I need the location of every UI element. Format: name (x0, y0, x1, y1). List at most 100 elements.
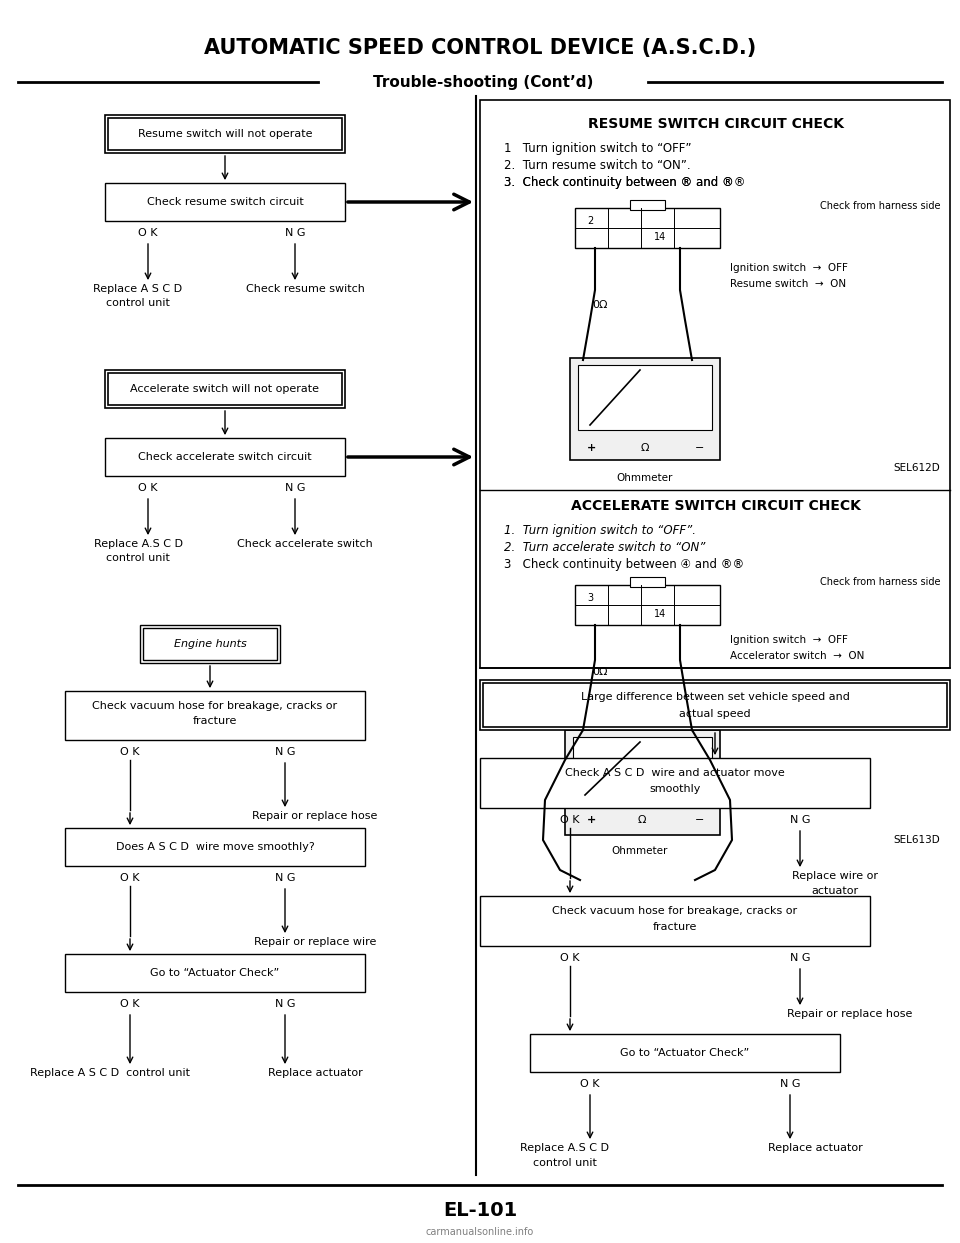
Text: control unit: control unit (106, 553, 170, 563)
Text: 14: 14 (654, 232, 666, 242)
Text: carmanualsonline.info: carmanualsonline.info (426, 1227, 534, 1237)
Text: Accelerate switch will not operate: Accelerate switch will not operate (131, 384, 320, 394)
Text: N G: N G (275, 747, 296, 757)
Bar (483, 682, 947, 727)
Text: Check vacuum hose for breakage, cracks or: Check vacuum hose for breakage, cracks o… (92, 701, 338, 711)
Bar (630, 200, 665, 210)
Text: Replace A.S C D: Replace A.S C D (93, 539, 182, 549)
Text: +: + (588, 815, 596, 825)
Text: 0Ω: 0Ω (592, 300, 608, 310)
Text: fracture: fracture (653, 922, 697, 932)
Bar (480, 896, 870, 946)
Text: Go to “Actuator Check”: Go to “Actuator Check” (151, 968, 279, 978)
Text: 0Ω: 0Ω (592, 667, 608, 677)
Text: fracture: fracture (193, 716, 237, 726)
Bar (570, 358, 720, 460)
Text: O K: O K (561, 953, 580, 963)
Text: +: + (588, 443, 596, 452)
Text: Check resume switch: Check resume switch (246, 283, 365, 295)
Bar (65, 953, 365, 992)
Text: 3   Check continuity between ④ and ®®: 3 Check continuity between ④ and ®® (504, 558, 744, 571)
Bar (530, 1034, 840, 1071)
Text: Check from harness side: Check from harness side (820, 201, 940, 211)
Text: control unit: control unit (533, 1158, 597, 1168)
Text: 3.  Check continuity between ® and ®: 3. Check continuity between ® and ® (504, 175, 733, 189)
Text: N G: N G (275, 999, 296, 1009)
Text: Check accelerate switch: Check accelerate switch (237, 539, 372, 549)
Text: −: − (695, 443, 705, 452)
Text: Replace wire or: Replace wire or (792, 871, 878, 881)
Bar (573, 737, 712, 800)
Text: ACCELERATE SWITCH CIRCUIT CHECK: ACCELERATE SWITCH CIRCUIT CHECK (571, 498, 861, 513)
Text: Does A S C D  wire move smoothly?: Does A S C D wire move smoothly? (115, 842, 314, 851)
Text: Ohmmeter: Ohmmeter (617, 474, 673, 484)
Text: Ohmmeter: Ohmmeter (612, 846, 668, 856)
Bar (480, 680, 950, 730)
Text: Large difference between set vehicle speed and: Large difference between set vehicle spe… (581, 692, 850, 702)
Text: Accelerator switch  →  ON: Accelerator switch → ON (730, 651, 864, 661)
Text: control unit: control unit (106, 298, 170, 308)
Text: 2: 2 (587, 216, 593, 226)
Bar (630, 577, 665, 587)
Bar (65, 691, 365, 740)
Text: O K: O K (561, 815, 580, 825)
Text: Repair or replace hose: Repair or replace hose (252, 810, 377, 820)
Text: Go to “Actuator Check”: Go to “Actuator Check” (620, 1048, 750, 1058)
Text: O K: O K (138, 484, 157, 493)
Text: Check accelerate switch circuit: Check accelerate switch circuit (138, 452, 312, 462)
Text: N G: N G (275, 873, 296, 883)
Bar (480, 99, 950, 667)
Text: O K: O K (120, 873, 140, 883)
Text: Ignition switch  →  OFF: Ignition switch → OFF (730, 264, 848, 273)
Text: N G: N G (790, 953, 810, 963)
Text: O K: O K (120, 747, 140, 757)
Text: SEL613D: SEL613D (893, 835, 940, 845)
Text: Resume switch will not operate: Resume switch will not operate (137, 129, 312, 139)
Text: Trouble-shooting (Cont’d): Trouble-shooting (Cont’d) (372, 75, 593, 89)
Text: actual speed: actual speed (679, 709, 751, 718)
Text: Ω: Ω (637, 815, 646, 825)
Text: Resume switch  →  ON: Resume switch → ON (730, 278, 846, 290)
Text: SEL612D: SEL612D (893, 462, 940, 474)
Text: N G: N G (285, 227, 305, 237)
Bar (108, 373, 342, 405)
Text: N G: N G (780, 1079, 801, 1089)
Bar (105, 183, 345, 221)
Text: −: − (695, 815, 705, 825)
Text: N G: N G (285, 484, 305, 493)
Text: RESUME SWITCH CIRCUIT CHECK: RESUME SWITCH CIRCUIT CHECK (588, 117, 844, 131)
Text: Check from harness side: Check from harness side (820, 577, 940, 587)
Text: Ω: Ω (640, 443, 649, 452)
Text: 1.  Turn ignition switch to “OFF”.: 1. Turn ignition switch to “OFF”. (504, 523, 696, 537)
Text: Repair or replace wire: Repair or replace wire (253, 937, 376, 947)
Text: O K: O K (580, 1079, 600, 1089)
Bar (575, 208, 720, 249)
Text: actuator: actuator (811, 886, 858, 896)
Text: 3: 3 (587, 593, 593, 603)
Bar (565, 730, 720, 835)
Text: Replace A S C D: Replace A S C D (93, 283, 182, 295)
Text: Replace actuator: Replace actuator (268, 1068, 362, 1078)
Text: EL-101: EL-101 (443, 1201, 517, 1219)
Text: 1   Turn ignition switch to “OFF”: 1 Turn ignition switch to “OFF” (504, 142, 691, 154)
Text: Engine hunts: Engine hunts (174, 639, 247, 649)
Bar (65, 828, 365, 866)
Bar (140, 625, 280, 663)
Text: O K: O K (120, 999, 140, 1009)
Bar (143, 628, 277, 660)
Bar (105, 370, 345, 408)
Text: 3.  Check continuity between ® and ®®: 3. Check continuity between ® and ®® (504, 175, 746, 189)
Text: AUTOMATIC SPEED CONTROL DEVICE (A.S.C.D.): AUTOMATIC SPEED CONTROL DEVICE (A.S.C.D.… (204, 39, 756, 58)
Bar (578, 365, 712, 430)
Text: smoothly: smoothly (649, 784, 701, 794)
Bar (105, 116, 345, 153)
Bar (108, 118, 342, 150)
Text: N G: N G (790, 815, 810, 825)
Text: Ignition switch  →  OFF: Ignition switch → OFF (730, 635, 848, 645)
Text: Replace A S C D  control unit: Replace A S C D control unit (30, 1068, 190, 1078)
Text: Check vacuum hose for breakage, cracks or: Check vacuum hose for breakage, cracks o… (552, 906, 798, 916)
Bar (575, 585, 720, 625)
Text: 14: 14 (654, 609, 666, 619)
Text: Replace A.S C D: Replace A.S C D (520, 1144, 610, 1154)
Text: Replace actuator: Replace actuator (768, 1144, 862, 1154)
